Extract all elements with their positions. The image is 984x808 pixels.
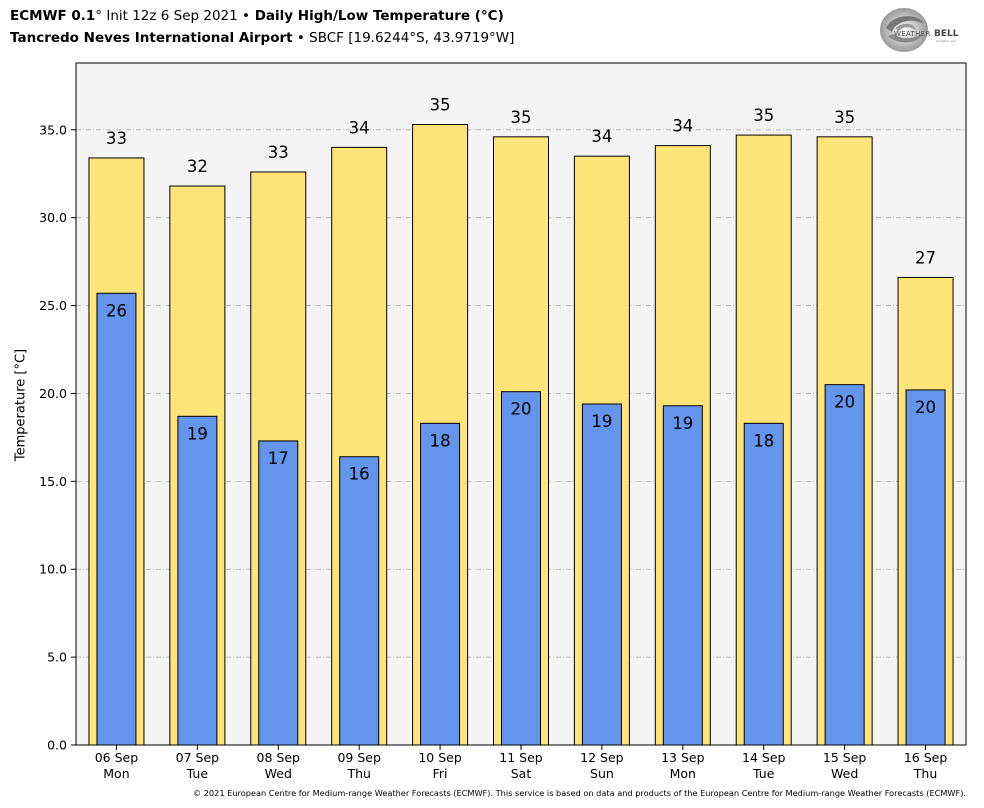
low-temp-bar	[662, 405, 703, 746]
x-tick-label-date: 10 Sep	[418, 750, 462, 765]
low-temp-label: 20	[511, 400, 532, 419]
chart-header: ECMWF 0.1° Init 12z 6 Sep 2021 • Daily H…	[10, 5, 514, 49]
high-temp-bar	[493, 136, 549, 746]
high-temp-label: 34	[672, 117, 693, 136]
x-tick-label-date: 15 Sep	[823, 750, 867, 765]
high-temp-label: 33	[106, 129, 127, 148]
high-temp-label: 33	[268, 143, 289, 162]
y-tick-label: 15.0	[39, 474, 67, 489]
logo-text-bell: BELL	[934, 29, 959, 39]
x-tick-label-date: 16 Sep	[904, 750, 948, 765]
x-tick-label-date: 14 Sep	[742, 750, 786, 765]
high-temp-bar	[88, 157, 145, 746]
y-tick-label: 30.0	[39, 210, 67, 225]
plot-background	[76, 63, 966, 745]
y-axis-label: Temperature [°C]	[13, 348, 29, 462]
x-tick-label-day: Mon	[103, 766, 129, 781]
weatherbell-swirl-icon: WEATHER BELL Analytics LLC	[880, 8, 959, 52]
low-temp-bar	[501, 391, 541, 746]
y-tick-label: 5.0	[47, 650, 67, 665]
x-tick-label-day: Wed	[265, 766, 292, 781]
y-tick-label: 10.0	[39, 562, 67, 577]
x-tick-label-day: Mon	[670, 766, 696, 781]
x-tick-label-day: Wed	[831, 766, 858, 781]
station-name: Tancredo Neves International Airport	[10, 30, 293, 46]
high-temp-bar	[169, 185, 226, 746]
high-temp-label: 34	[349, 118, 370, 137]
low-temp-label: 17	[268, 449, 289, 468]
high-temp-label: 35	[834, 108, 855, 127]
high-temp-bar	[735, 134, 792, 746]
header-line-2: Tancredo Neves International Airport • S…	[10, 27, 514, 49]
model-degree: °	[95, 8, 103, 24]
y-tick-label: 35.0	[39, 122, 67, 137]
plot-area: 0.0 5.0 10.0 15.0 20.0 25.0 30.0 35.0 33 26 06 Sep…	[39, 62, 967, 781]
x-tick-label-day: Thu	[913, 766, 937, 781]
y-tick-label: 25.0	[39, 298, 67, 313]
x-tick-label-day: Thu	[346, 766, 370, 781]
y-tick-label: 20.0	[39, 386, 67, 401]
low-temp-label: 19	[672, 414, 693, 433]
low-temp-bar	[258, 440, 299, 746]
x-tick-label-day: Sun	[590, 766, 614, 781]
low-temp-label: 20	[834, 393, 855, 412]
low-temp-label: 19	[187, 424, 208, 443]
x-tick-label-day: Tue	[752, 766, 775, 781]
low-temp-label: 18	[753, 431, 774, 450]
x-tick-label-date: 13 Sep	[661, 750, 705, 765]
high-temp-label: 35	[430, 96, 451, 115]
x-tick-label-day: Fri	[433, 766, 448, 781]
header-separator-2: •	[292, 30, 310, 46]
product-name: Daily High/Low Temperature (°C)	[250, 8, 504, 24]
x-tick-label-date: 06 Sep	[95, 750, 139, 765]
low-temp-bar	[420, 422, 461, 746]
low-temp-bar	[824, 384, 865, 746]
x-tick-label-date: 11 Sep	[499, 750, 543, 765]
x-tick-label-date: 07 Sep	[176, 750, 220, 765]
logo-tagline: Analytics LLC	[936, 39, 956, 43]
low-temp-bar	[96, 292, 137, 746]
low-temp-label: 16	[349, 465, 370, 484]
x-tick-label-date: 12 Sep	[580, 750, 624, 765]
x-tick-label-day: Sat	[511, 766, 532, 781]
low-temp-bar	[743, 422, 784, 746]
init-time: Init 12z 6 Sep 2021	[102, 8, 243, 24]
low-temp-label: 18	[430, 431, 451, 450]
high-temp-bar	[654, 145, 711, 746]
plot-frame	[75, 62, 967, 746]
low-temp-label: 20	[915, 398, 936, 417]
high-temp-bar	[816, 136, 873, 746]
high-temp-bar	[331, 146, 388, 746]
low-temp-label: 26	[106, 301, 127, 320]
high-temp-label: 35	[753, 106, 774, 125]
header-line-1: ECMWF 0.1° Init 12z 6 Sep 2021 • Daily H…	[10, 5, 514, 27]
low-temp-bar	[177, 415, 218, 746]
high-temp-bar	[412, 124, 469, 746]
header-separator: •	[242, 8, 250, 24]
weatherbell-logo: WEATHER BELL Analytics LLC	[878, 6, 970, 56]
high-temp-label: 34	[591, 127, 612, 146]
low-temp-bar	[581, 403, 622, 746]
copyright-footer: © 2021 European Centre for Medium-range …	[192, 788, 966, 798]
high-temp-label: 27	[915, 248, 936, 267]
high-temp-bar	[573, 155, 630, 746]
low-temp-bar	[905, 389, 946, 746]
x-tick-label-date: 08 Sep	[257, 750, 301, 765]
model-name: ECMWF 0.1	[10, 8, 96, 24]
y-tick-label: 0.0	[47, 738, 67, 753]
x-tick-label-date: 09 Sep	[337, 750, 381, 765]
logo-text-weather: WEATHER	[894, 30, 931, 38]
low-temp-label: 19	[591, 412, 612, 431]
high-temp-label: 32	[187, 157, 208, 176]
high-temp-bar	[250, 171, 307, 746]
station-detail: SBCF [19.6244°S, 43.9719°W]	[309, 30, 515, 46]
x-tick-label-day: Tue	[186, 766, 209, 781]
high-temp-label: 35	[511, 108, 532, 127]
low-temp-bar	[339, 456, 380, 746]
high-temp-bar	[897, 276, 954, 746]
